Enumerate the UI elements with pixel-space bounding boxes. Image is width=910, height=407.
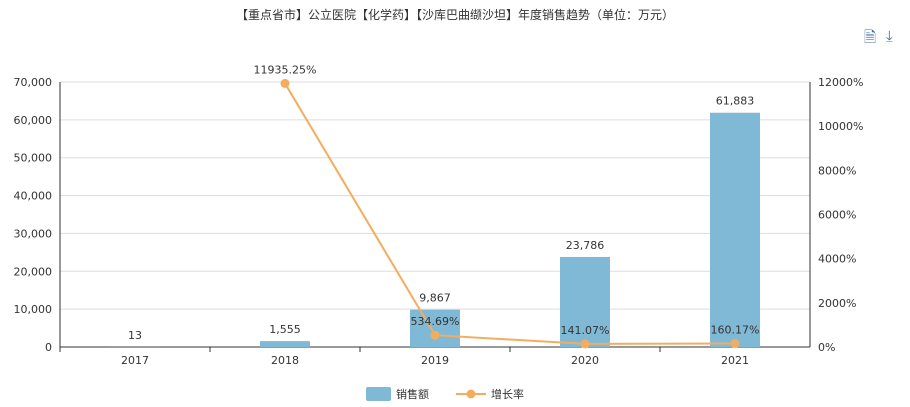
x-tick-label: 2019 bbox=[421, 354, 449, 367]
y-left-tick: 50,000 bbox=[14, 152, 53, 165]
bar-label: 61,883 bbox=[716, 95, 755, 108]
bar bbox=[560, 256, 610, 347]
y-right-tick: 12000% bbox=[818, 76, 863, 89]
y-left-tick: 70,000 bbox=[14, 76, 53, 89]
growth-point bbox=[430, 330, 440, 340]
bar-label: 9,867 bbox=[419, 292, 451, 305]
y-right-tick: 10000% bbox=[818, 120, 863, 133]
y-left-tick: 60,000 bbox=[14, 114, 53, 127]
chart-title: 【重点省市】公立医院【化学药】【沙库巴曲缬沙坦】年度销售趋势（单位：万元） bbox=[235, 8, 674, 22]
y-right-tick: 6000% bbox=[818, 209, 856, 222]
y-right-tick: 4000% bbox=[818, 253, 856, 266]
x-tick-label: 2020 bbox=[571, 354, 599, 367]
bar bbox=[260, 341, 310, 347]
y-left-tick: 40,000 bbox=[14, 190, 53, 203]
growth-point bbox=[730, 338, 740, 348]
y-right-tick: 0% bbox=[818, 341, 835, 354]
growth-label: 160.17% bbox=[711, 323, 760, 336]
growth-label: 141.07% bbox=[561, 324, 610, 337]
x-tick-label: 2017 bbox=[121, 354, 149, 367]
y-left-tick: 20,000 bbox=[14, 265, 53, 278]
bar bbox=[710, 112, 760, 348]
growth-line bbox=[284, 82, 736, 345]
bar bbox=[410, 309, 460, 347]
x-tick-label: 2021 bbox=[721, 354, 749, 367]
growth-point bbox=[580, 339, 590, 349]
bar-label: 1,555 bbox=[269, 323, 301, 336]
bar-label: 13 bbox=[128, 329, 142, 342]
legend-bar-swatch bbox=[366, 387, 391, 401]
growth-label: 534.69% bbox=[411, 315, 460, 328]
y-left-tick: 0 bbox=[45, 341, 52, 354]
y-left-tick: 10,000 bbox=[14, 303, 53, 316]
bar-label: 23,786 bbox=[566, 239, 605, 252]
legend-bar-label: 销售额 bbox=[396, 387, 429, 401]
legend-line-label: 增长率 bbox=[491, 387, 524, 401]
growth-point bbox=[280, 78, 290, 88]
y-right-tick: 8000% bbox=[818, 164, 856, 177]
y-left-tick: 30,000 bbox=[14, 227, 53, 240]
download-icon[interactable]: ⤓ bbox=[886, 27, 893, 45]
document-icon[interactable]: 🗎 bbox=[864, 28, 877, 46]
x-tick-label: 2018 bbox=[271, 354, 299, 367]
y-right-tick: 2000% bbox=[818, 297, 856, 310]
growth-label: 11935.25% bbox=[254, 63, 317, 76]
legend-line-marker bbox=[466, 389, 476, 399]
